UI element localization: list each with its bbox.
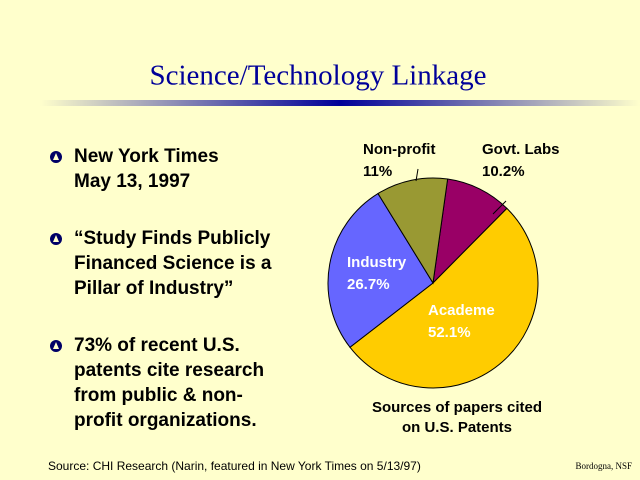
bullet-text: New York Times [74,146,219,167]
bullet-text: patents cite research [74,360,264,381]
slice-value: 52.1% [428,324,471,341]
bullet-text: May 13, 1997 [74,171,190,192]
leader-line [492,200,507,215]
pie-slice [377,177,449,285]
chart-caption: on U.S. Patents [402,419,512,436]
slice-label: Govt. Labs [482,141,560,158]
bullet-icon-mark [53,342,59,349]
slice-value: 26.7% [347,276,390,293]
bullet-icon-mark [53,153,59,160]
pie-slice [349,207,539,389]
footer-source: Source: CHI Research (Narin, featured in… [48,459,421,473]
slide-title: Science/Technology Linkage [150,60,487,92]
slice-label: Non-profit [363,141,435,158]
bullet-text: 73% of recent U.S. [74,335,240,356]
slice-value: 11% [363,163,392,180]
bullet-text: profit organizations. [74,410,257,431]
leader-line [415,168,419,182]
bullet-text: from public & non- [74,385,243,406]
slice-value: 10.2% [482,163,525,180]
chart-caption: Sources of papers cited [372,399,542,416]
pie-slice [327,192,434,348]
bullet-text: “Study Finds Publicly [74,228,271,249]
bullet-text: Pillar of Industry” [74,278,233,299]
slice-label: Industry [347,254,407,271]
slice-label: Academe [428,302,495,319]
title-rule [40,100,640,106]
footer-credit: Bordogna, NSF [575,461,632,471]
bullet-text: Financed Science is a [74,253,272,274]
bullet-icon-mark [53,235,59,242]
